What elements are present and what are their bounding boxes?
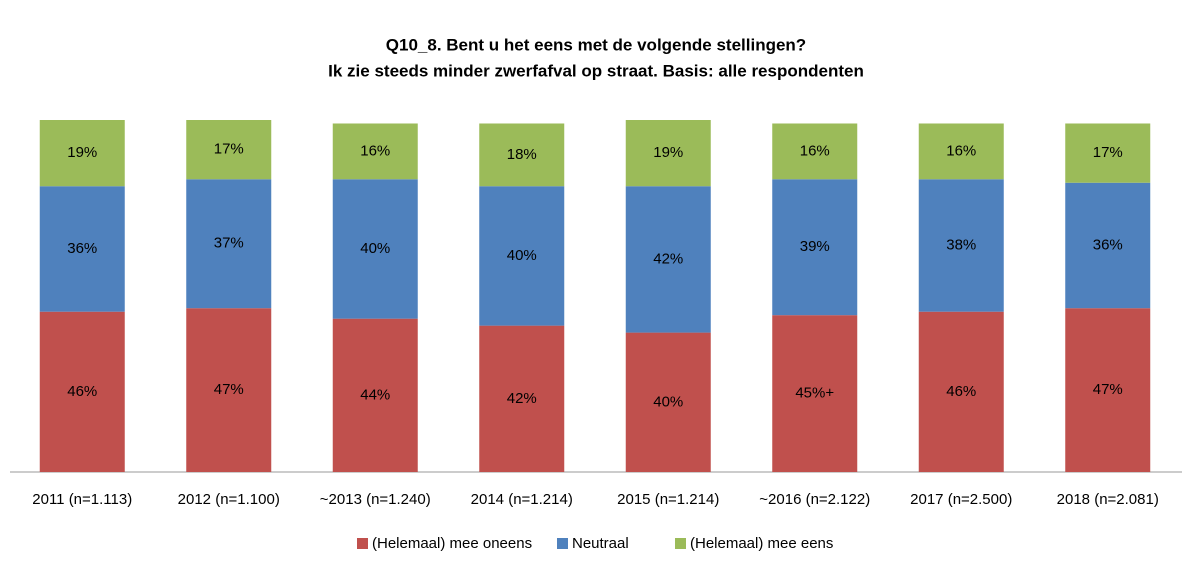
data-label: 16%: [360, 142, 390, 159]
data-label: 18%: [507, 146, 537, 163]
bar-segment: [186, 179, 272, 309]
bar-segment: [39, 186, 125, 312]
bar-segment: [1065, 182, 1151, 309]
data-label: 39%: [800, 238, 830, 255]
legend-swatch: [675, 538, 686, 549]
bar-segment: [772, 315, 858, 472]
x-tick-label: ~2013 (n=1.240): [320, 491, 431, 508]
bar-segment: [918, 123, 1004, 180]
data-label: 19%: [653, 144, 683, 161]
data-label: 16%: [800, 142, 830, 159]
bar-segment: [39, 311, 125, 472]
bar-segment: [186, 120, 272, 180]
data-label: 17%: [1093, 144, 1123, 161]
data-label: 47%: [214, 381, 244, 398]
data-label: 45%+: [795, 385, 834, 402]
bar-segment: [39, 120, 125, 187]
data-label: 40%: [507, 247, 537, 264]
chart-subtitle: Ik zie steeds minder zwerfafval op straa…: [328, 61, 864, 80]
bar-segment: [625, 186, 711, 333]
bar-segment: [332, 123, 418, 180]
data-label: 40%: [653, 393, 683, 410]
data-label: 42%: [653, 250, 683, 267]
bar-segment: [479, 325, 565, 472]
data-label: 16%: [946, 142, 976, 159]
chart-title: Q10_8. Bent u het eens met de volgende s…: [386, 35, 806, 54]
bar-segment: [332, 318, 418, 472]
bar-segment: [625, 332, 711, 472]
legend-label: Neutraal: [572, 535, 629, 552]
bar-segment: [772, 179, 858, 316]
bar-segment: [918, 179, 1004, 312]
data-label: 47%: [1093, 381, 1123, 398]
bar-segment: [918, 311, 1004, 472]
x-tick-label: 2012 (n=1.100): [178, 491, 280, 508]
x-tick-label: 2014 (n=1.214): [471, 491, 573, 508]
bar-segment: [479, 186, 565, 326]
data-label: 42%: [507, 390, 537, 407]
data-label: 36%: [67, 240, 97, 257]
data-label: 37%: [214, 235, 244, 252]
bar-segment: [479, 123, 565, 187]
data-label: 46%: [67, 383, 97, 400]
data-label: 40%: [360, 240, 390, 257]
bar-segment: [625, 120, 711, 187]
data-label: 44%: [360, 386, 390, 403]
data-label: 17%: [214, 141, 244, 158]
legend-swatch: [357, 538, 368, 549]
bar-segment: [772, 123, 858, 180]
bar-segment: [332, 179, 418, 319]
x-tick-label: 2017 (n=2.500): [910, 491, 1012, 508]
x-tick-label: 2015 (n=1.214): [617, 491, 719, 508]
bar-segment: [186, 308, 272, 472]
bar-segment: [1065, 308, 1151, 472]
x-tick-label: ~2016 (n=2.122): [759, 491, 870, 508]
data-label: 38%: [946, 236, 976, 253]
legend-swatch: [557, 538, 568, 549]
x-tick-label: 2018 (n=2.081): [1057, 491, 1159, 508]
data-label: 19%: [67, 144, 97, 161]
data-label: 46%: [946, 383, 976, 400]
legend-label: (Helemaal) mee eens: [690, 535, 833, 552]
data-label: 36%: [1093, 236, 1123, 253]
x-tick-label: 2011 (n=1.113): [32, 491, 132, 508]
legend-label: (Helemaal) mee oneens: [372, 535, 532, 552]
bar-segment: [1065, 123, 1151, 183]
